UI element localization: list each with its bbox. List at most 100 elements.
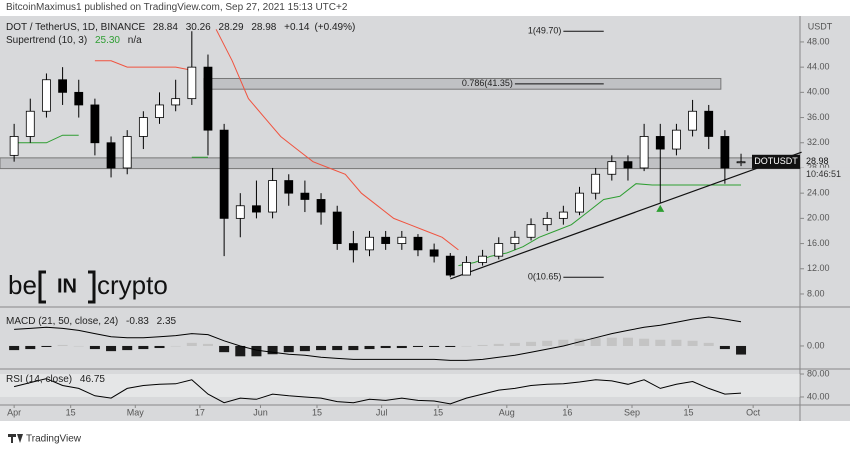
candle-body — [397, 236, 407, 244]
candle-body — [365, 236, 374, 251]
change: +0.14 — [284, 22, 310, 33]
y-tick-label: 36.00 — [807, 112, 830, 122]
x-tick-label: Jul — [376, 407, 388, 417]
candle-body — [381, 236, 391, 244]
macd-histogram — [25, 345, 36, 350]
candle-body — [300, 192, 310, 200]
y-tick-label: 16.00 — [807, 238, 830, 248]
x-tick-label: Jun — [253, 407, 268, 417]
candle-body — [591, 173, 601, 194]
macd-histogram — [154, 345, 165, 349]
candle-body — [268, 180, 277, 213]
macd-histogram — [251, 345, 262, 357]
macd-histogram — [445, 345, 456, 347]
candle-body — [138, 117, 148, 137]
zone — [0, 157, 801, 170]
macd-histogram — [736, 345, 747, 355]
logo: be IN crypto — [8, 270, 168, 304]
candle-body — [720, 136, 730, 169]
candle-body — [74, 91, 84, 106]
macd-histogram — [622, 337, 633, 346]
x-tick-label: Aug — [499, 407, 515, 417]
candle-body — [688, 110, 697, 131]
footer-icon — [8, 434, 23, 443]
macd-histogram — [348, 345, 359, 351]
rsi-line — [13, 378, 742, 405]
y-tick-label: 48.00 — [807, 36, 830, 46]
candle-body — [672, 129, 681, 150]
change-pct: (+0.49%) — [314, 22, 356, 33]
y-tick-label: 40.00 — [807, 87, 830, 97]
macd-histogram — [380, 345, 391, 349]
x-tick-label: 15 — [66, 407, 76, 417]
candle-body — [478, 255, 487, 263]
candle-body — [510, 236, 520, 244]
candle-body — [203, 66, 213, 131]
macd-histogram — [299, 345, 310, 352]
candle-body — [58, 79, 67, 93]
candle-body — [9, 136, 19, 156]
candle-body — [122, 136, 132, 169]
y-tick-label: 40.00 — [807, 391, 830, 401]
footer: TradingView — [26, 434, 82, 445]
candle-body — [704, 110, 714, 137]
x-tick-label: Oct — [746, 407, 761, 417]
y-tick-label: 8.00 — [807, 288, 825, 298]
legend-rsi: RSI (14, close) 46.75 — [6, 374, 110, 385]
signal-marker — [656, 204, 665, 212]
symbol-title: DOT / TetherUS, 1D, BINANCE — [6, 22, 146, 33]
logo-text: crypto — [97, 270, 168, 300]
macd-histogram — [73, 345, 84, 347]
macd-histogram — [687, 340, 698, 346]
supertrend-line — [94, 29, 459, 251]
macd-histogram — [396, 345, 407, 349]
candle-body — [171, 98, 181, 106]
macd-histogram — [509, 342, 520, 346]
candle-body — [736, 161, 746, 164]
y-tick-label: 20.00 — [807, 213, 830, 223]
macd-histogram — [283, 345, 294, 353]
macd-histogram — [461, 345, 472, 347]
ohlc-close: 28.98 — [251, 22, 277, 33]
price-tag — [752, 154, 800, 169]
logo-bracket — [38, 270, 96, 304]
countdown: 10:46:51 — [806, 169, 841, 179]
candle-body — [90, 104, 100, 144]
macd-histogram — [477, 344, 488, 346]
macd-histogram — [655, 339, 666, 346]
candle-body — [542, 217, 552, 226]
legend-main: DOT / TetherUS, 1D, BINANCE 28.84 30.26 … — [6, 22, 360, 33]
x-tick-label: 17 — [195, 407, 205, 417]
macd-histogram — [89, 345, 100, 350]
macd-histogram — [57, 344, 68, 346]
legend-supertrend: Supertrend (10, 3) 25.30 n/a — [6, 35, 147, 46]
macd-histogram — [41, 345, 52, 347]
macd-histogram — [9, 345, 20, 351]
x-tick-label: Sep — [624, 407, 640, 417]
y-tick-label: 32.00 — [807, 137, 830, 147]
countdown-box — [801, 167, 850, 181]
x-tick-label: 15 — [312, 407, 322, 417]
fib-label: 0(10.65) — [528, 272, 562, 282]
y-tick-label: 44.00 — [807, 62, 830, 72]
indicator-value: 25.30 — [94, 35, 120, 46]
macd-histogram — [526, 341, 537, 346]
macd-histogram — [671, 339, 682, 346]
candle-body — [235, 205, 245, 219]
candle-body — [316, 199, 326, 213]
indicator-title: RSI (14, close) — [6, 374, 73, 385]
macd-histogram — [138, 345, 149, 350]
candle-body — [252, 205, 261, 213]
macd-histogram — [186, 342, 197, 346]
candle-body — [187, 66, 197, 100]
candle-body — [575, 192, 584, 213]
macd-histogram — [122, 345, 133, 351]
macd-histogram — [542, 340, 553, 346]
candle-body — [25, 110, 35, 137]
rsi-band — [0, 374, 800, 397]
y-tick-label: 80.00 — [807, 368, 830, 378]
macd-line — [14, 316, 742, 361]
macd-histogram — [493, 343, 504, 346]
